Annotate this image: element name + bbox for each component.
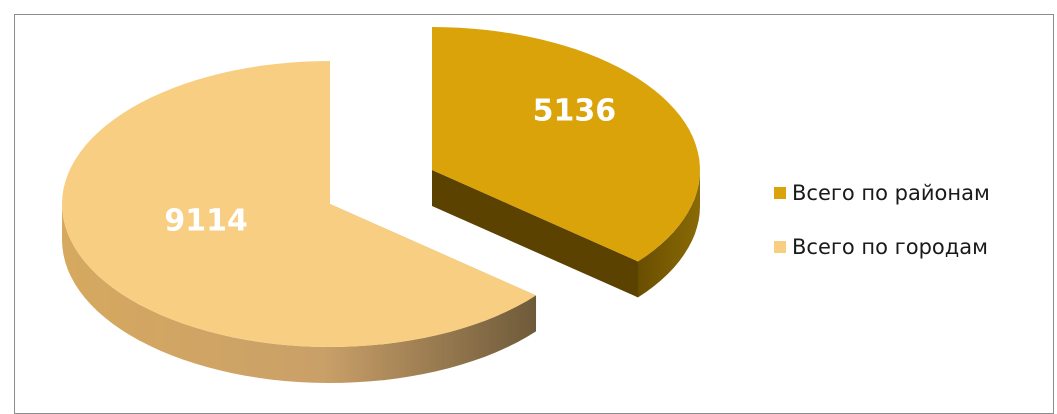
slice-districts — [432, 27, 700, 298]
legend-swatch-districts — [774, 187, 786, 199]
legend-swatch-cities — [774, 241, 786, 253]
legend-label-districts: Всего по районам — [792, 181, 990, 205]
slice-districts-side — [638, 170, 700, 298]
slice-districts-wall-1 — [432, 170, 639, 298]
legend-item-districts: Всего по районам — [774, 178, 990, 208]
slice-districts-top — [432, 27, 700, 262]
legend: Всего по районам Всего по городам — [774, 178, 990, 286]
pie-slices — [62, 27, 700, 383]
slice-cities — [62, 61, 537, 383]
slice-cities-side — [62, 204, 536, 383]
slice-cities-top — [62, 61, 536, 347]
data-label-districts: 5136 — [533, 94, 617, 129]
legend-item-cities: Всего по городам — [774, 232, 990, 262]
legend-label-cities: Всего по городам — [792, 235, 988, 259]
data-label-cities: 9114 — [164, 203, 248, 238]
